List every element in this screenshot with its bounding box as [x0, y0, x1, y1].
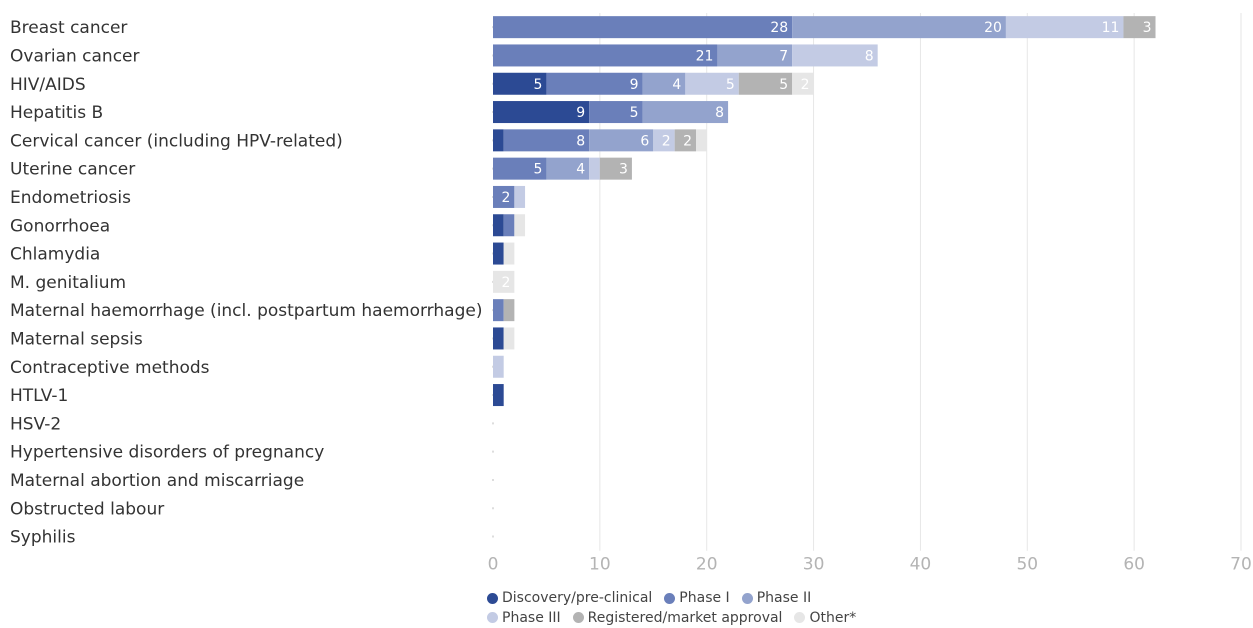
x-tick-label: 30 — [803, 555, 825, 575]
bar-segment — [514, 214, 525, 236]
bar-segment — [504, 299, 515, 321]
legend-label: Phase II — [757, 589, 812, 607]
category-label: Uterine cancer — [10, 160, 135, 180]
data-label: 3 — [1143, 20, 1152, 36]
category-label: Hepatitis B — [10, 103, 103, 123]
data-label: 2 — [501, 275, 510, 291]
bar-segment — [493, 16, 792, 38]
bar-segment — [493, 129, 504, 151]
category-label: Hypertensive disorders of pregnancy — [10, 443, 324, 463]
category-label: HSV-2 — [10, 414, 61, 434]
chart-legend: Discovery/pre-clinical Phase I Phase II Pha… — [487, 589, 868, 628]
category-label: HTLV-1 — [10, 386, 68, 406]
x-tick-label: 0 — [488, 555, 499, 575]
legend-swatch — [794, 612, 805, 623]
bar-segment — [504, 214, 515, 236]
data-label: 20 — [984, 20, 1002, 36]
bar-segment — [493, 243, 504, 265]
bar-segment — [493, 101, 589, 123]
bar-segment — [546, 73, 642, 95]
bar-segment — [792, 16, 1006, 38]
legend-label: Other* — [809, 609, 856, 627]
data-label: 5 — [534, 162, 543, 178]
x-tick-label: 20 — [696, 555, 718, 575]
bar-segment — [493, 299, 504, 321]
category-label: M. genitalium — [10, 273, 126, 293]
bar-segment — [589, 158, 600, 180]
data-label: 5 — [726, 77, 735, 93]
data-label: 5 — [534, 77, 543, 93]
bar-segment — [493, 214, 504, 236]
x-tick-label: 50 — [1016, 555, 1038, 575]
data-label: 8 — [715, 105, 724, 121]
x-tick-label: 10 — [589, 555, 611, 575]
legend-swatch — [487, 593, 498, 604]
data-label: 21 — [696, 48, 714, 64]
category-label: Contraceptive methods — [10, 358, 210, 378]
category-label: Endometriosis — [10, 188, 131, 208]
legend-label: Discovery/pre-clinical — [502, 589, 652, 607]
bar-segment — [493, 327, 504, 349]
legend-item: Phase II — [742, 589, 812, 607]
legend-swatch — [573, 612, 584, 623]
category-label: Maternal sepsis — [10, 329, 143, 349]
bar-segment — [696, 129, 707, 151]
legend-item: Discovery/pre-clinical — [487, 589, 652, 607]
data-label: 4 — [672, 77, 681, 93]
legend-label: Phase III — [502, 609, 561, 627]
legend-item: Phase I — [664, 589, 729, 607]
category-labels: Breast cancer Ovarian cancer HIV/AIDS Hepat… — [10, 18, 482, 547]
legend-item: Registered/market approval — [573, 609, 783, 627]
category-label: Chlamydia — [10, 245, 100, 265]
bar-segment — [493, 356, 504, 378]
legend-label: Registered/market approval — [588, 609, 783, 627]
x-tick-label: 40 — [910, 555, 932, 575]
data-label: 5 — [630, 105, 639, 121]
data-label: 5 — [779, 77, 788, 93]
legend-row: Phase III Registered/market approval Other… — [487, 609, 868, 628]
legend-label: Phase I — [679, 589, 729, 607]
category-label: Maternal abortion and miscarriage — [10, 471, 304, 491]
data-label: 2 — [662, 133, 671, 149]
data-label: 9 — [630, 77, 639, 93]
legend-swatch — [664, 593, 675, 604]
data-label: 3 — [619, 162, 628, 178]
x-axis-ticks: 0 10 20 30 40 50 60 70 — [488, 555, 1252, 575]
category-label: Cervical cancer (including HPV-related) — [10, 131, 343, 151]
data-label: 2 — [683, 133, 692, 149]
bar-segment — [493, 384, 504, 406]
data-label: 9 — [576, 105, 585, 121]
data-label: 7 — [779, 48, 788, 64]
bar-segment — [514, 186, 525, 208]
legend-item: Phase III — [487, 609, 561, 627]
legend-swatch — [742, 593, 753, 604]
data-label: 8 — [865, 48, 874, 64]
category-label: Maternal haemorrhage (incl. postpartum h… — [10, 301, 482, 321]
category-label: Gonorrhoea — [10, 216, 110, 236]
bar-segment — [493, 44, 717, 66]
category-label: Obstructed labour — [10, 499, 164, 519]
bar-segment — [504, 243, 515, 265]
x-tick-label: 70 — [1230, 555, 1252, 575]
data-label: 6 — [640, 133, 649, 149]
data-label: 8 — [576, 133, 585, 149]
data-label: 11 — [1102, 20, 1120, 36]
category-label: HIV/AIDS — [10, 75, 86, 95]
data-label: 2 — [801, 77, 810, 93]
legend-swatch — [487, 612, 498, 623]
data-label: 28 — [770, 20, 788, 36]
legend-item: Other* — [794, 609, 856, 627]
category-label: Ovarian cancer — [10, 46, 140, 66]
x-tick-label: 60 — [1123, 555, 1145, 575]
category-label: Breast cancer — [10, 18, 127, 38]
data-label: 4 — [576, 162, 585, 178]
data-label: 2 — [501, 190, 510, 206]
category-label: Syphilis — [10, 528, 76, 548]
legend-row: Discovery/pre-clinical Phase I Phase II — [487, 589, 868, 609]
bar-segment — [504, 327, 515, 349]
